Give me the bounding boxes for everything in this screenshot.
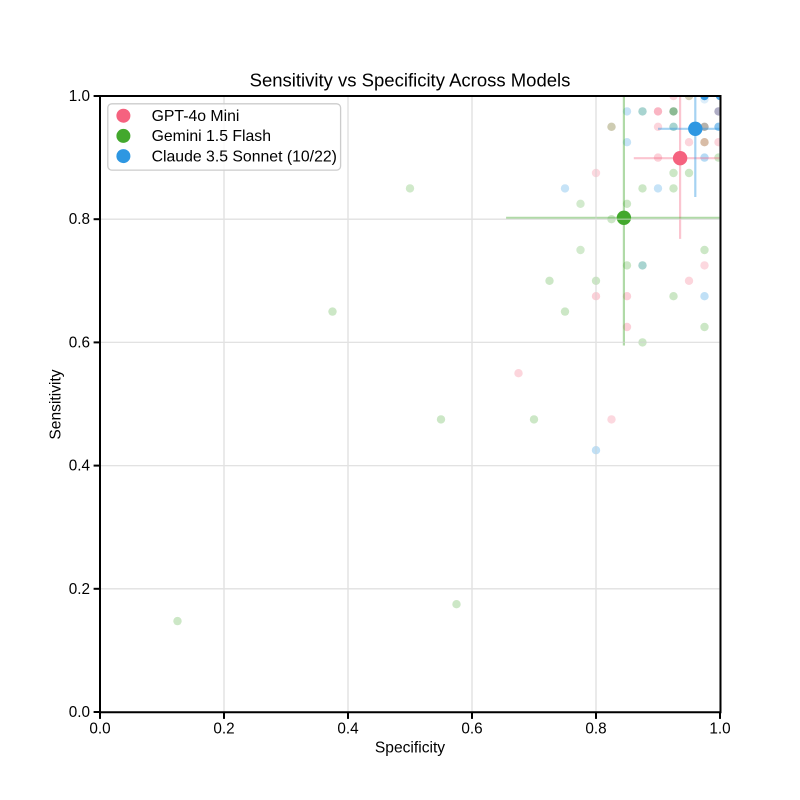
svg-text:GPT-4o Mini: GPT-4o Mini xyxy=(152,108,240,125)
svg-text:0.6: 0.6 xyxy=(461,721,482,738)
svg-text:0.8: 0.8 xyxy=(69,211,90,228)
svg-text:0.4: 0.4 xyxy=(69,458,91,475)
svg-text:0.8: 0.8 xyxy=(585,721,606,738)
svg-text:0.2: 0.2 xyxy=(213,721,234,738)
svg-text:Sensitivity vs Specificity Acr: Sensitivity vs Specificity Across Models xyxy=(250,70,571,91)
svg-text:1.0: 1.0 xyxy=(69,88,90,105)
svg-text:Gemini 1.5 Flash: Gemini 1.5 Flash xyxy=(152,128,271,145)
svg-text:Sensitivity: Sensitivity xyxy=(48,369,65,439)
svg-text:Specificity: Specificity xyxy=(375,740,445,757)
svg-text:0.4: 0.4 xyxy=(337,721,359,738)
svg-text:0.6: 0.6 xyxy=(69,334,90,351)
svg-text:Claude 3.5 Sonnet (10/22): Claude 3.5 Sonnet (10/22) xyxy=(152,148,337,165)
svg-text:0.2: 0.2 xyxy=(69,581,90,598)
svg-text:1.0: 1.0 xyxy=(709,721,730,738)
svg-text:0.0: 0.0 xyxy=(89,721,110,738)
svg-text:0.0: 0.0 xyxy=(69,704,90,721)
